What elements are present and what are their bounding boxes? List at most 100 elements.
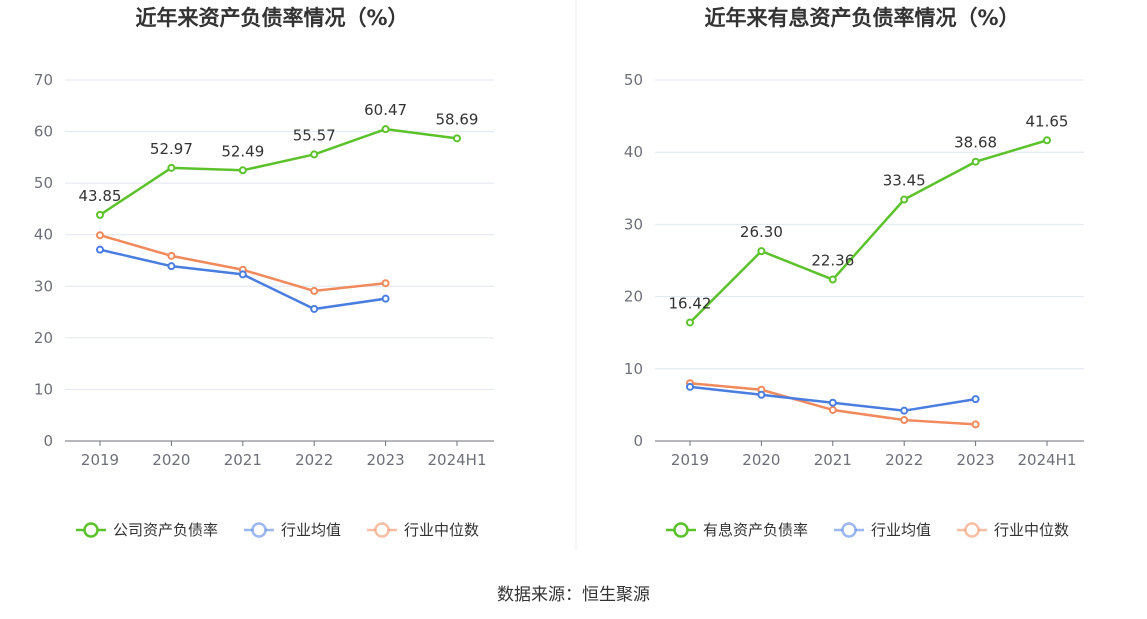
series-2 — [96, 245, 390, 313]
chart-title: 近年来有息资产负债率情况（%） — [704, 6, 1019, 30]
data-point — [1043, 136, 1051, 145]
y-tick-label: 0 — [43, 432, 53, 450]
data-point — [757, 390, 766, 399]
legend: 有息资产负债率 行业均值 行业中位数 — [666, 521, 1069, 539]
x-tick-label: 2021 — [224, 451, 262, 469]
legend-label: 行业均值 — [871, 521, 931, 539]
x-tick-label: 2020 — [742, 451, 780, 469]
data-point — [686, 382, 694, 391]
legend: 公司资产负债率 行业均值 行业中位数 — [76, 521, 479, 539]
data-point — [971, 157, 980, 166]
y-tick-label: 70 — [34, 71, 53, 89]
data-point — [828, 275, 837, 284]
data-point — [757, 247, 766, 256]
data-point — [381, 125, 390, 134]
data-point — [167, 251, 176, 260]
y-tick-label: 10 — [624, 360, 643, 378]
data-point — [900, 416, 909, 425]
y-tick-label: 30 — [34, 277, 53, 295]
data-label: 22.36 — [811, 252, 854, 270]
series-line — [99, 248, 386, 311]
y-tick-label: 20 — [34, 329, 53, 347]
data-point — [686, 318, 694, 327]
y-tick-label: 50 — [34, 174, 53, 192]
legend-swatch-marker — [964, 522, 980, 538]
data-point — [167, 262, 176, 271]
x-tick-label: 2023 — [367, 451, 405, 469]
data-label: 58.69 — [436, 110, 479, 128]
y-tick-label: 60 — [34, 123, 53, 141]
data-point — [238, 270, 247, 279]
data-point — [900, 406, 909, 415]
data-point — [971, 420, 980, 429]
legend-label: 行业中位数 — [994, 521, 1069, 539]
series-3 — [96, 231, 390, 295]
legend-label: 有息资产负债率 — [703, 521, 808, 539]
legend-item: 行业均值 — [244, 521, 341, 539]
chart-title: 近年来资产负债率情况（%） — [135, 6, 408, 30]
legend-item: 行业中位数 — [957, 521, 1069, 539]
legend-swatch-marker — [374, 522, 390, 538]
data-point — [310, 150, 319, 159]
x-tick-label: 2024H1 — [1018, 451, 1077, 469]
data-point — [828, 405, 837, 414]
legend-label: 公司资产负债率 — [113, 521, 218, 539]
y-tick-label: 0 — [633, 432, 643, 450]
data-label: 41.65 — [1026, 112, 1069, 130]
x-tick-label: 2022 — [295, 451, 333, 469]
data-label: 33.45 — [883, 171, 926, 189]
data-label: 55.57 — [293, 126, 336, 144]
data-label: 60.47 — [364, 101, 407, 119]
data-point — [96, 210, 104, 219]
legend-swatch-marker — [841, 522, 857, 538]
legend-item: 公司资产负债率 — [76, 521, 218, 539]
x-tick-label: 2020 — [152, 451, 190, 469]
legend-item: 有息资产负债率 — [666, 521, 808, 539]
y-tick-label: 20 — [624, 288, 643, 306]
legend-label: 行业中位数 — [404, 521, 479, 539]
y-tick-label: 30 — [624, 215, 643, 233]
y-tick-label: 10 — [34, 380, 53, 398]
legend-swatch-marker — [83, 522, 99, 538]
data-label: 52.97 — [150, 140, 193, 158]
x-tick-label: 2024H1 — [428, 451, 487, 469]
x-tick-label: 2023 — [957, 451, 995, 469]
y-tick-label: 40 — [624, 143, 643, 161]
data-label: 52.49 — [221, 142, 264, 160]
series-1: 43.85 52.97 52.49 55.57 60.47 58.69 — [79, 101, 479, 219]
legend-label: 行业均值 — [281, 521, 341, 539]
x-tick-label: 2019 — [671, 451, 709, 469]
series-2 — [686, 382, 980, 415]
data-point — [381, 279, 390, 288]
data-point — [453, 134, 461, 143]
data-point — [381, 294, 390, 303]
data-source-note: 数据来源：恒生聚源 — [497, 585, 650, 605]
series-1: 16.42 26.30 22.36 33.45 38.68 41.65 — [669, 112, 1069, 327]
legend-swatch-marker — [251, 522, 267, 538]
x-tick-label: 2021 — [814, 451, 852, 469]
data-point — [310, 286, 319, 295]
data-point — [900, 195, 909, 204]
data-label: 26.30 — [740, 223, 783, 241]
data-point — [238, 166, 247, 175]
series-line — [99, 127, 458, 216]
data-point — [828, 398, 837, 407]
chart-2: 近年来有息资产负债率情况（%） 0 10 20 30 40 50 2019 2020 2021 20… — [624, 6, 1084, 539]
data-point — [971, 395, 980, 404]
data-point — [310, 304, 319, 313]
data-label: 43.85 — [79, 187, 122, 205]
y-tick-label: 40 — [34, 226, 53, 244]
x-tick-label: 2019 — [81, 451, 119, 469]
data-label: 38.68 — [954, 134, 997, 152]
series-line — [689, 139, 1048, 324]
data-point — [96, 231, 104, 240]
data-label: 16.42 — [669, 294, 712, 312]
series-line — [99, 234, 386, 293]
legend-item: 行业中位数 — [367, 521, 479, 539]
data-point — [96, 245, 104, 254]
chart-1: 近年来资产负债率情况（%） 0 10 20 30 40 50 60 70 2019 2020 2021… — [34, 6, 494, 539]
y-tick-label: 50 — [624, 71, 643, 89]
legend-item: 行业均值 — [834, 521, 931, 539]
x-tick-label: 2022 — [885, 451, 923, 469]
